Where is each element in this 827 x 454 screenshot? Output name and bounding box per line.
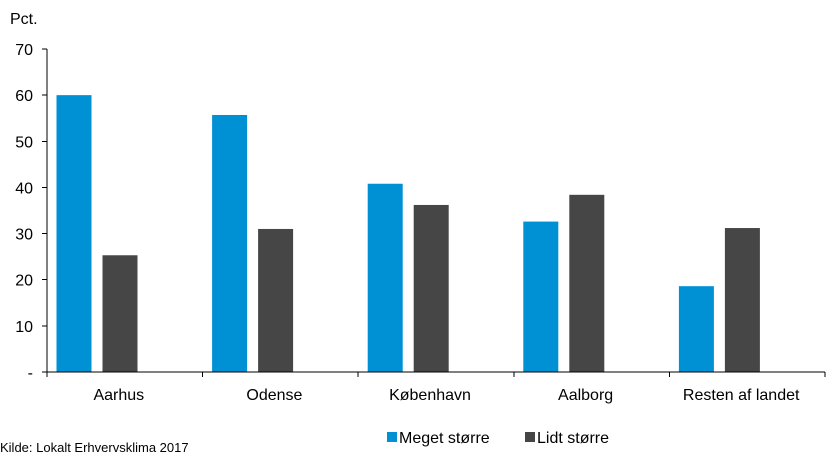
y-tick-label: 20	[15, 273, 33, 290]
y-tick-label: 70	[15, 42, 33, 59]
legend-label: Lidt større	[537, 430, 609, 447]
bar-lidt-stoerre	[414, 205, 449, 372]
legend-label: Meget større	[399, 430, 490, 447]
x-category-label: København	[389, 387, 471, 404]
x-category-label: Resten af landet	[683, 387, 800, 404]
bar-meget-stoerre	[679, 286, 714, 372]
bar-meget-stoerre	[523, 222, 558, 372]
y-tick-label: 60	[15, 88, 33, 105]
legend: Meget større Lidt større	[387, 430, 609, 447]
bar-meget-stoerre	[57, 95, 92, 372]
x-axis-ticks	[47, 372, 825, 377]
y-tick-label: 40	[15, 180, 33, 197]
y-tick-label: -	[28, 365, 33, 382]
bar-lidt-stoerre	[258, 229, 293, 372]
bar-meget-stoerre	[368, 184, 403, 372]
legend-swatch	[525, 432, 535, 442]
bar-meget-stoerre	[212, 115, 247, 372]
bars	[57, 95, 760, 372]
y-axis-ticks: - 10 20 30 40 50 60 70	[15, 42, 47, 382]
source-note: Kilde: Lokalt Erhvervsklima 2017	[0, 440, 189, 454]
y-axis-unit-label: Pct.	[10, 11, 38, 28]
x-category-label: Aarhus	[93, 387, 144, 404]
y-tick-label: 30	[15, 227, 33, 244]
legend-swatch	[387, 432, 397, 442]
bar-lidt-stoerre	[725, 228, 760, 372]
x-category-label: Odense	[246, 387, 302, 404]
y-tick-label: 10	[15, 319, 33, 336]
x-category-label: Aalborg	[558, 387, 613, 404]
bar-lidt-stoerre	[103, 255, 138, 372]
bar-lidt-stoerre	[569, 195, 604, 372]
y-tick-label: 50	[15, 134, 33, 151]
x-axis-category-labels: Aarhus Odense København Aalborg Resten af la…	[93, 387, 800, 404]
